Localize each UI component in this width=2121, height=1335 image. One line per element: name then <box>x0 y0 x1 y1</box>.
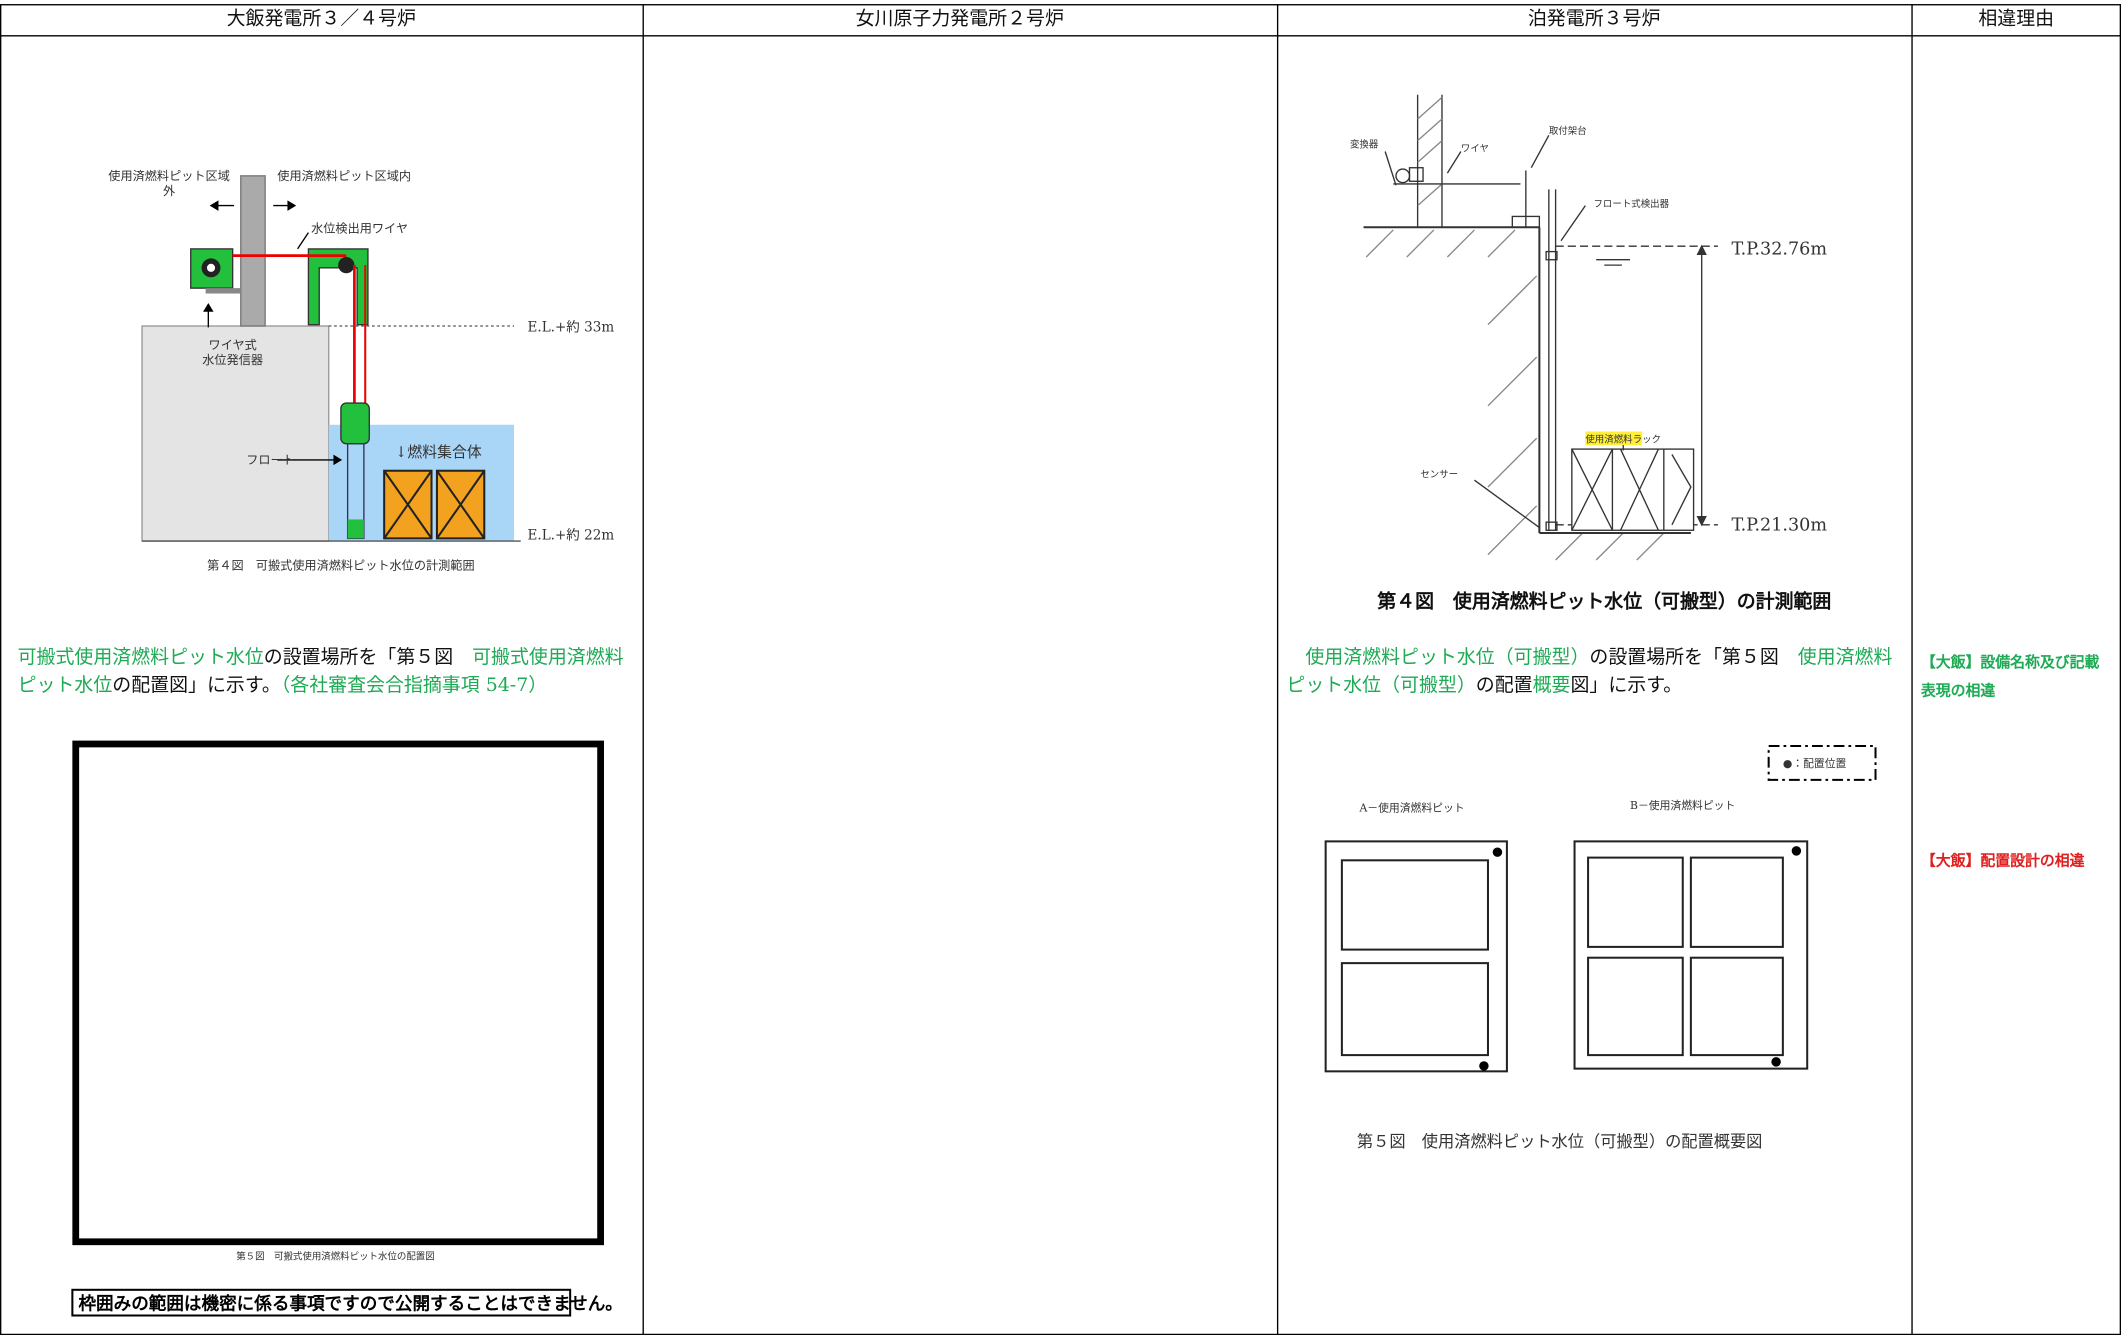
caption: 第５図 使用済燃料ピット水位（可搬型）の配置概要図 <box>1357 1132 1762 1151</box>
text-segment: 使用済燃料ピット水位（可搬型） <box>1286 646 1893 697</box>
legend: ●：配置位置 <box>1783 757 1847 770</box>
caption: 第４図 使用済燃料ピット水位（可搬型）の計測範囲 <box>1377 589 1831 612</box>
label: ワイヤ <box>1461 144 1489 155</box>
text-segment: 概要 <box>1532 674 1571 697</box>
label: 使用済燃料ラック <box>1585 433 1661 445</box>
caption: 第５図 可搬式使用済燃料ピット水位の配置図 <box>236 1250 435 1262</box>
note: 枠囲みの範囲は機密に係る事項ですので公開することはできません。 <box>78 1293 622 1314</box>
label: E.L.+約 22m <box>528 528 615 544</box>
column-header: 女川原子力発電所２号炉 <box>855 8 1064 30</box>
figure-4-tomari <box>1363 94 1718 561</box>
label: B－使用済燃料ピット <box>1630 798 1735 812</box>
label: 外 <box>163 184 175 198</box>
text-segment: の配置 <box>1475 674 1533 697</box>
text-segment: 使用済燃料ピット水位（可搬型） <box>1305 646 1590 669</box>
figure-4-ohi: 使用済燃料ピット区域 外 使用済燃料ピット区域内 水位検出用ワイヤ E.L.+約… <box>108 168 614 573</box>
column-header: 大飯発電所３／４号炉 <box>226 8 416 30</box>
caption: 第４図 可搬式使用済燃料ピット水位の計測範囲 <box>207 557 474 572</box>
text-segment: 可搬式使用済燃料ピット水位 <box>17 646 264 669</box>
text-segment: の設置場所を「第５図 <box>1589 646 1798 669</box>
column-header: 泊発電所３号炉 <box>1527 8 1661 30</box>
text-segment: の設置場所を「第５図 <box>263 646 473 669</box>
label: 使用済燃料ピット区域内 <box>277 168 411 183</box>
paragraph: 使用済燃料ピット水位（可搬型）の設置場所を「第５図 使用済燃料ピット水位（可搬型… <box>1286 644 1906 701</box>
text-segment: 図」に示す。 <box>1570 674 1683 697</box>
label: ワイヤ式 <box>209 338 257 352</box>
label: 使用済燃料ピット区域 <box>108 168 230 183</box>
label: 水位発信器 <box>202 352 263 367</box>
label: センサー <box>1420 470 1458 481</box>
reason: 【大飯】配置設計の相違 <box>1920 852 2085 870</box>
position-dots <box>1479 846 1802 1071</box>
label: 変換器 <box>1350 138 1379 150</box>
pit-drawing <box>1324 840 1809 1073</box>
text-segment: 可搬式使用済燃料ピット水位 <box>17 646 624 697</box>
label: A－使用済燃料ピット <box>1358 801 1464 815</box>
label: 水位検出用ワイヤ <box>311 222 408 236</box>
text-segment: の配置図」に示す。 <box>112 674 281 697</box>
highlight <box>1585 431 1643 446</box>
note-frame <box>71 1288 572 1317</box>
label: フロート <box>246 453 295 467</box>
text-segment: （各社審査会合指摘事項 54-7） <box>280 674 548 697</box>
column-header: 相違理由 <box>1978 8 2055 30</box>
masked-frame <box>72 740 604 1246</box>
paragraph: 可搬式使用済燃料ピット水位の設置場所を「第５図 可搬式使用済燃料ピット水位の配置… <box>18 644 638 701</box>
label: E.L.+約 33m <box>528 319 615 335</box>
label: ↓燃料集合体 <box>395 443 482 461</box>
label: T.P.21.30m <box>1731 515 1827 535</box>
label: T.P.32.76m <box>1731 239 1827 259</box>
label: 取付架台 <box>1549 125 1587 137</box>
reason: 【大飯】設備名称及び記載表現の相違 <box>1920 653 2100 700</box>
label: フロート式検出器 <box>1593 198 1669 210</box>
legend-box <box>1767 744 1877 781</box>
